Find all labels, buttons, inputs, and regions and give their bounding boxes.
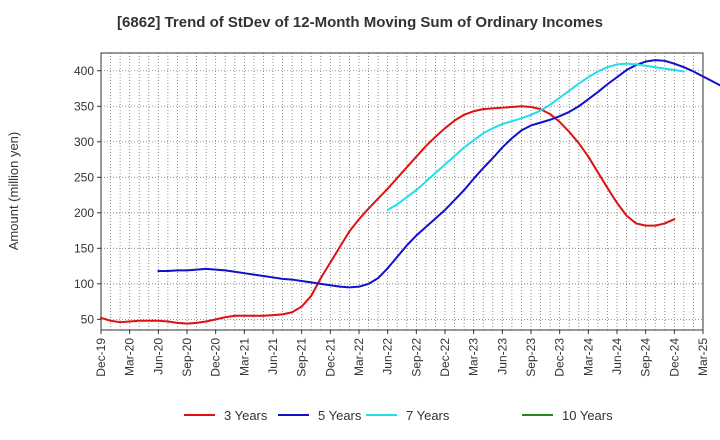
x-tick-label: Jun-23 xyxy=(495,338,509,375)
legend-item-3-years: 3 Years xyxy=(184,408,268,423)
legend-label: 3 Years xyxy=(224,408,268,423)
x-axis-ticks: Dec-19 Mar-20 Jun-20 Sep-20 Dec-20 Mar-21 Jun-… xyxy=(94,330,710,377)
x-tick-label: Mar-20 xyxy=(123,338,137,376)
x-tick-label: Jun-21 xyxy=(266,338,280,375)
x-tick-label: Mar-22 xyxy=(352,338,366,376)
grid xyxy=(100,53,704,330)
x-tick-label: Dec-19 xyxy=(94,338,108,377)
x-tick-label: Mar-25 xyxy=(696,338,710,376)
y-tick-label: 400 xyxy=(74,64,94,78)
plot-area xyxy=(101,53,703,330)
y-tick-label: 100 xyxy=(74,277,94,291)
plot-frame xyxy=(100,52,704,331)
x-tick-label: Sep-20 xyxy=(180,338,194,377)
chart-title: [6862] Trend of StDev of 12-Month Moving… xyxy=(117,14,603,31)
y-tick-label: 350 xyxy=(74,99,94,113)
y-tick-label: 200 xyxy=(74,206,94,220)
x-tick-label: Dec-20 xyxy=(209,338,223,377)
x-tick-label: Mar-24 xyxy=(581,338,595,376)
x-tick-label: Jun-20 xyxy=(151,338,165,375)
legend-item-10-years: 10 Years xyxy=(522,408,613,423)
legend-item-7-years: 7 Years xyxy=(366,408,450,423)
plot-border xyxy=(100,52,704,331)
x-tick-label: Sep-23 xyxy=(524,338,538,377)
legend-label: 5 Years xyxy=(318,408,362,423)
y-axis-ticks: 50 100 150 200 250 300 350 400 xyxy=(74,64,101,326)
x-tick-label: Sep-21 xyxy=(295,338,309,377)
x-tick-label: Dec-21 xyxy=(323,338,337,377)
x-tick-label: Sep-22 xyxy=(409,338,423,377)
x-tick-label: Dec-22 xyxy=(438,338,452,377)
legend-item-5-years: 5 Years xyxy=(278,408,362,423)
x-tick-label: Dec-24 xyxy=(667,338,681,377)
y-tick-label: 50 xyxy=(81,312,95,326)
y-tick-label: 300 xyxy=(74,135,94,149)
x-tick-label: Mar-23 xyxy=(467,338,481,376)
series-line-7-years xyxy=(386,62,685,211)
y-axis-label: Amount (million yen) xyxy=(6,132,21,251)
x-tick-label: Sep-24 xyxy=(639,338,653,377)
legend: 3 Years 5 Years 7 Years 10 Years xyxy=(184,408,613,423)
legend-label: 10 Years xyxy=(562,408,613,423)
series-line-5-years xyxy=(157,59,720,289)
x-tick-label: Jun-24 xyxy=(610,338,624,375)
series-line-3-years xyxy=(100,105,676,325)
series-lines xyxy=(100,59,720,325)
legend-label: 7 Years xyxy=(406,408,450,423)
x-tick-label: Mar-21 xyxy=(237,338,251,376)
y-tick-label: 150 xyxy=(74,241,94,255)
y-tick-label: 250 xyxy=(74,170,94,184)
x-tick-label: Dec-23 xyxy=(553,338,567,377)
x-tick-label: Jun-22 xyxy=(381,338,395,375)
